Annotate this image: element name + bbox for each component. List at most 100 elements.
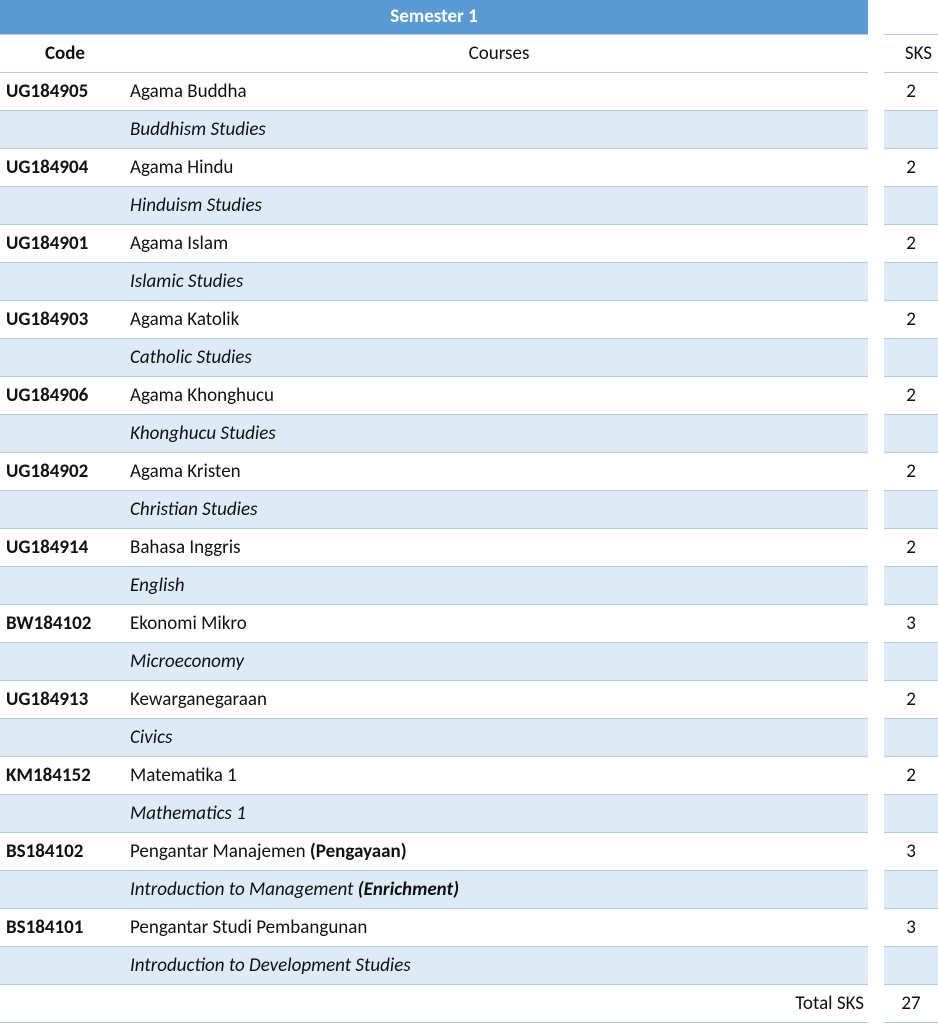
table-row: BS184101Pengantar Studi Pembangunan3 xyxy=(0,908,938,946)
course-code: BS184102 xyxy=(0,832,130,870)
course-name: Agama Hindu xyxy=(130,148,868,186)
course-code: UG184903 xyxy=(0,300,130,338)
course-name: Agama Kristen xyxy=(130,452,868,490)
sub-empty xyxy=(884,186,938,224)
gap xyxy=(868,300,884,338)
table-subrow: Mathematics 1 xyxy=(0,794,938,832)
gap xyxy=(868,680,884,718)
course-code: UG184906 xyxy=(0,376,130,414)
table-subrow: Introduction to Management (Enrichment) xyxy=(0,870,938,908)
gap xyxy=(868,110,884,148)
sub-empty xyxy=(0,186,130,224)
gap xyxy=(868,984,884,1022)
course-code: KM184152 xyxy=(0,756,130,794)
column-header-row: Code Courses SKS xyxy=(0,34,938,72)
course-subtitle: Mathematics 1 xyxy=(130,794,868,832)
semester-table: Semester 1 Code Courses SKS UG184905Agam… xyxy=(0,0,938,1023)
gap xyxy=(868,908,884,946)
course-subtitle: Catholic Studies xyxy=(130,338,868,376)
sub-empty xyxy=(884,794,938,832)
course-subtitle: Introduction to Management (Enrichment) xyxy=(130,870,868,908)
table-title: Semester 1 xyxy=(0,0,868,34)
sub-empty xyxy=(0,794,130,832)
gap xyxy=(868,756,884,794)
course-name: Pengantar Manajemen (Pengayaan) xyxy=(130,832,868,870)
table-subrow: Catholic Studies xyxy=(0,338,938,376)
gap xyxy=(868,262,884,300)
table-subrow: Hinduism Studies xyxy=(0,186,938,224)
sub-empty xyxy=(0,110,130,148)
course-sks: 2 xyxy=(884,224,938,262)
col-header-code: Code xyxy=(0,34,130,72)
gap xyxy=(868,452,884,490)
sub-empty xyxy=(884,338,938,376)
table-row: UG184905Agama Buddha2 xyxy=(0,72,938,110)
gap xyxy=(868,0,884,34)
course-code: UG184901 xyxy=(0,224,130,262)
table-row: BW184102Ekonomi Mikro 3 xyxy=(0,604,938,642)
sub-empty xyxy=(884,414,938,452)
course-name: Agama Katolik xyxy=(130,300,868,338)
gap xyxy=(868,148,884,186)
course-sks: 3 xyxy=(884,832,938,870)
sub-empty xyxy=(884,262,938,300)
table-row: BS184102Pengantar Manajemen (Pengayaan) 3 xyxy=(0,832,938,870)
table-subrow: Islamic Studies xyxy=(0,262,938,300)
sub-empty xyxy=(884,642,938,680)
course-subtitle: Hinduism Studies xyxy=(130,186,868,224)
gap xyxy=(868,414,884,452)
course-code: UG184904 xyxy=(0,148,130,186)
gap xyxy=(868,528,884,566)
course-sks: 2 xyxy=(884,756,938,794)
course-sks: 2 xyxy=(884,148,938,186)
course-code: UG184902 xyxy=(0,452,130,490)
gap xyxy=(868,490,884,528)
course-name: Agama Khonghucu xyxy=(130,376,868,414)
gap xyxy=(868,604,884,642)
table-row: UG184913Kewarganegaraan2 xyxy=(0,680,938,718)
sub-empty xyxy=(0,642,130,680)
sub-empty xyxy=(884,566,938,604)
total-empty xyxy=(0,984,130,1022)
sub-empty xyxy=(884,110,938,148)
sub-empty xyxy=(0,566,130,604)
course-name: Ekonomi Mikro xyxy=(130,604,868,642)
sub-empty xyxy=(884,870,938,908)
course-sks: 2 xyxy=(884,680,938,718)
course-code: BW184102 xyxy=(0,604,130,642)
sub-empty xyxy=(0,870,130,908)
course-sks: 2 xyxy=(884,452,938,490)
gap xyxy=(868,186,884,224)
course-subtitle: Buddhism Studies xyxy=(130,110,868,148)
sub-empty xyxy=(884,946,938,984)
course-subtitle: Introduction to Development Studies xyxy=(130,946,868,984)
course-sks: 2 xyxy=(884,376,938,414)
gap xyxy=(868,72,884,110)
table-row: UG184904Agama Hindu 2 xyxy=(0,148,938,186)
course-subtitle: Islamic Studies xyxy=(130,262,868,300)
course-code: UG184913 xyxy=(0,680,130,718)
gap xyxy=(868,794,884,832)
total-value: 27 xyxy=(884,984,938,1022)
course-name: Pengantar Studi Pembangunan xyxy=(130,908,868,946)
course-name: Agama Islam xyxy=(130,224,868,262)
sub-empty xyxy=(0,490,130,528)
table-subrow: Buddhism Studies xyxy=(0,110,938,148)
table-subrow: Christian Studies xyxy=(0,490,938,528)
course-sks: 3 xyxy=(884,604,938,642)
sub-empty xyxy=(0,718,130,756)
gap xyxy=(868,34,884,72)
col-header-sks: SKS xyxy=(884,34,938,72)
course-name: Matematika 1 xyxy=(130,756,868,794)
sub-empty xyxy=(0,946,130,984)
gap xyxy=(868,718,884,756)
table-row: KM184152Matematika 1 2 xyxy=(0,756,938,794)
course-name: Agama Buddha xyxy=(130,72,868,110)
gap xyxy=(868,946,884,984)
table-subrow: Civics xyxy=(0,718,938,756)
sub-empty xyxy=(884,490,938,528)
course-code: UG184914 xyxy=(0,528,130,566)
table-subrow: Khonghucu Studies xyxy=(0,414,938,452)
gap xyxy=(868,338,884,376)
course-subtitle: Civics xyxy=(130,718,868,756)
